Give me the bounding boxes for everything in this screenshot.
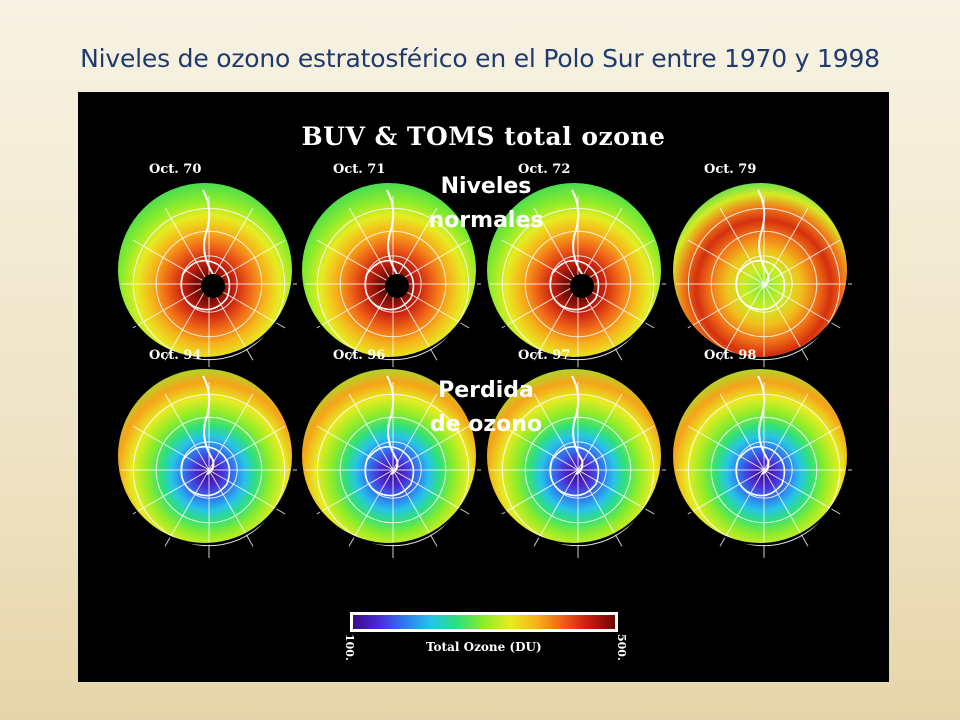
colorbar-gradient <box>353 615 615 629</box>
ozone-globe <box>300 181 481 372</box>
map-label: Oct. 94 <box>149 348 202 363</box>
globe-edge <box>671 181 849 359</box>
coastline <box>757 189 770 289</box>
meridian-line <box>687 239 841 329</box>
polar-data-gap <box>385 274 409 298</box>
overlay-normal-line2: normales <box>428 208 544 233</box>
ozone-globe <box>116 181 297 372</box>
antarctica-outline <box>735 445 786 497</box>
ozone-globe <box>116 367 297 558</box>
antarctica-outline <box>180 445 231 497</box>
globe-edge <box>671 367 849 545</box>
map-label: Oct. 96 <box>333 348 386 363</box>
globe-edge <box>116 181 294 359</box>
overlay-loss-line2: de ozono <box>429 412 543 437</box>
antarctica-outline <box>364 445 415 497</box>
antarctica-outline <box>364 259 415 311</box>
ozone-globe <box>300 367 481 558</box>
globe-edge <box>300 367 478 545</box>
map-label: Oct. 72 <box>518 162 571 177</box>
globe-edge <box>116 367 294 545</box>
meridian-line <box>132 425 286 515</box>
meridian-line <box>501 425 655 515</box>
overlay-ozone-loss: Perdida de ozono <box>416 374 556 442</box>
coastline <box>757 375 770 475</box>
polar-data-gap <box>201 274 225 298</box>
colorbar-label: Total Ozone (DU) <box>426 640 542 654</box>
ozone-globe <box>671 367 852 558</box>
ozone-maps-canvas <box>116 181 852 632</box>
meridian-line <box>316 425 470 515</box>
antarctica-outline <box>549 445 600 497</box>
overlay-normal-line1: Niveles <box>440 174 532 199</box>
ozone-globe <box>485 367 666 558</box>
antarctica-outline <box>735 259 786 311</box>
overlay-normal-levels: Niveles normales <box>416 170 556 238</box>
ozone-figure: BUV & TOMS total ozone Oct. 70 Oct. 71 Oct… <box>78 92 889 682</box>
globe-edge <box>485 367 663 545</box>
ozone-globe <box>671 181 852 372</box>
map-label: Oct. 98 <box>704 348 757 363</box>
ozone-globe <box>485 181 666 372</box>
overlay-loss-line1: Perdida <box>438 378 534 403</box>
map-label: Oct. 97 <box>518 348 571 363</box>
coastline <box>202 375 215 475</box>
colorbar-max-label: 500. <box>615 634 628 661</box>
antarctica-outline <box>180 259 231 311</box>
globe-edge <box>300 181 478 359</box>
map-label: Oct. 70 <box>149 162 202 177</box>
coastline <box>386 375 399 475</box>
globe-edge <box>485 181 663 359</box>
polar-data-gap <box>570 274 594 298</box>
meridian-line <box>687 425 841 515</box>
slide-title: Niveles de ozono estratosférico en el Po… <box>80 44 880 73</box>
coastline <box>571 375 584 475</box>
map-label: Oct. 71 <box>333 162 386 177</box>
figure-heading: BUV & TOMS total ozone <box>301 122 666 151</box>
antarctica-outline <box>549 259 600 311</box>
map-label: Oct. 79 <box>704 162 757 177</box>
colorbar-min-label: 100. <box>343 634 356 661</box>
